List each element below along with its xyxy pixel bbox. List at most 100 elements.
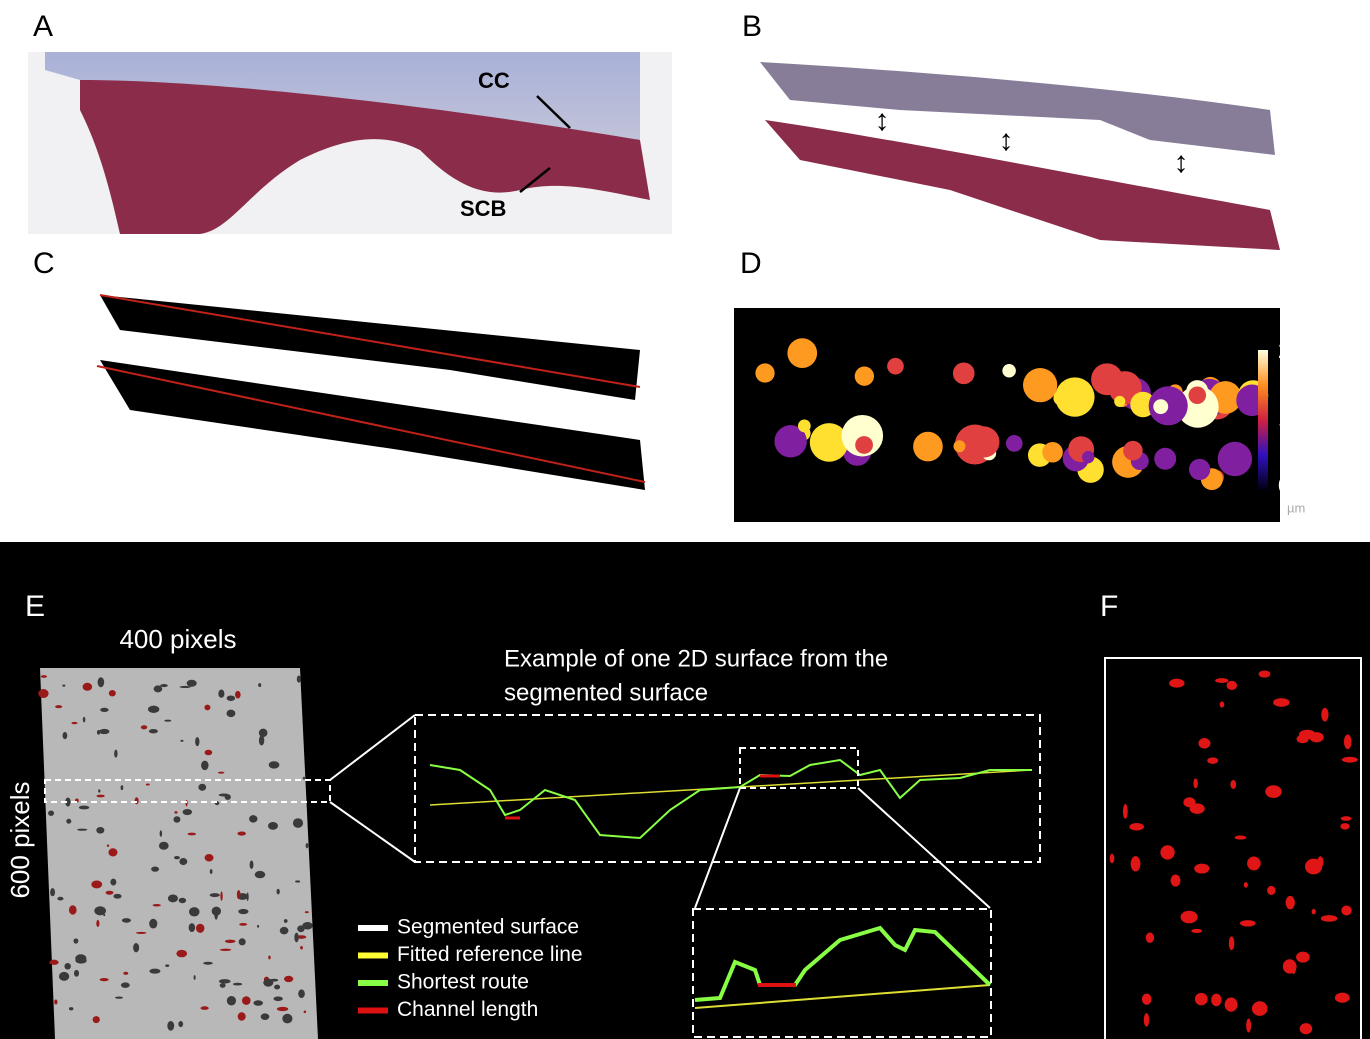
- pore: [268, 761, 280, 769]
- channel: [1141, 993, 1152, 1005]
- channel: [1311, 908, 1316, 915]
- pore: [209, 893, 220, 898]
- channel: [1246, 1018, 1252, 1033]
- arrow: ↕: [999, 124, 1014, 157]
- channel: [1334, 992, 1350, 1003]
- channel: [1321, 707, 1329, 722]
- thickness-blob: [774, 425, 807, 458]
- annotation: SCB: [460, 196, 506, 221]
- legend-label: Segmented surface: [397, 916, 579, 939]
- pore: [120, 785, 124, 791]
- channel: [1291, 961, 1297, 974]
- pore: [174, 856, 180, 860]
- channel: [1239, 920, 1256, 927]
- thickness-blob: [1114, 395, 1126, 408]
- thickness-blob: [913, 431, 943, 462]
- pore: [176, 949, 188, 958]
- pore: [179, 857, 188, 866]
- channel: [1130, 856, 1141, 872]
- pore: [179, 685, 191, 689]
- thickness-blob: [1188, 458, 1211, 481]
- colorbar-tick: 240: [1278, 338, 1315, 363]
- channel: [1340, 816, 1352, 821]
- channel: [1207, 757, 1219, 764]
- pore: [100, 707, 109, 713]
- pore: [304, 911, 309, 914]
- pore: [268, 955, 271, 960]
- channel: [1296, 951, 1310, 963]
- pore: [96, 794, 105, 798]
- pore: [188, 923, 196, 933]
- pore: [292, 818, 304, 828]
- channel: [1145, 932, 1155, 943]
- pore: [232, 982, 243, 986]
- dimension-label: 400 pixels: [119, 624, 236, 654]
- thickness-blob: [1148, 386, 1188, 426]
- pore: [173, 816, 181, 823]
- pore: [226, 695, 236, 701]
- pore: [75, 957, 87, 964]
- channel: [1273, 698, 1290, 707]
- pore: [38, 689, 49, 699]
- pore: [174, 811, 178, 814]
- pore: [180, 739, 184, 742]
- channel: [1228, 936, 1235, 951]
- pore: [149, 918, 158, 929]
- channel: [1109, 853, 1115, 864]
- colorbar-unit: µm: [1287, 500, 1305, 515]
- channel: [1320, 915, 1338, 922]
- thickness-blob: [1002, 363, 1016, 378]
- reference-line: [96, 365, 646, 483]
- slice-box: [44, 779, 331, 803]
- channel: [1198, 738, 1211, 749]
- pore: [65, 797, 71, 807]
- pore: [276, 888, 280, 895]
- pore: [226, 995, 237, 1006]
- panel-label: B: [742, 10, 762, 43]
- pore: [258, 735, 265, 746]
- channel: [1267, 885, 1276, 895]
- pore: [105, 890, 114, 895]
- pore: [123, 971, 129, 975]
- pore: [296, 675, 301, 683]
- pore: [55, 705, 63, 709]
- pore: [153, 685, 163, 693]
- channel: [1340, 823, 1350, 830]
- pore: [187, 832, 197, 836]
- pore: [218, 689, 225, 698]
- pore: [114, 996, 124, 999]
- thickness-blob: [1108, 371, 1142, 405]
- pore: [242, 996, 251, 1005]
- zoom-box: [739, 747, 859, 789]
- panel-label: D: [740, 247, 762, 280]
- pore: [254, 870, 266, 879]
- legend-swatch: [358, 925, 388, 931]
- channel: [1230, 780, 1237, 789]
- thickness-blob: [787, 338, 818, 368]
- pore: [54, 999, 58, 1005]
- pore: [209, 869, 213, 874]
- pore: [258, 683, 262, 688]
- arrow: ↕: [1174, 146, 1189, 179]
- pore: [108, 848, 118, 857]
- pore: [113, 893, 122, 899]
- pore: [164, 719, 172, 722]
- thickness-blob: [1217, 441, 1253, 477]
- pore: [204, 853, 214, 862]
- fitted-line: [694, 984, 991, 1009]
- pore: [237, 831, 246, 836]
- channel: [1298, 729, 1316, 740]
- pore: [195, 736, 200, 747]
- channel: [1170, 874, 1181, 887]
- colorbar-tick: 120: [1278, 405, 1315, 430]
- thickness-blob: [1042, 441, 1063, 463]
- pore: [276, 1006, 289, 1012]
- channel: [1258, 670, 1271, 678]
- panel-label: F: [1100, 590, 1118, 623]
- colorbar-tick: 0: [1278, 473, 1290, 498]
- pore: [185, 799, 188, 807]
- thickness-blob: [755, 363, 775, 383]
- pore: [165, 964, 170, 967]
- thickness-blob: [1053, 389, 1070, 406]
